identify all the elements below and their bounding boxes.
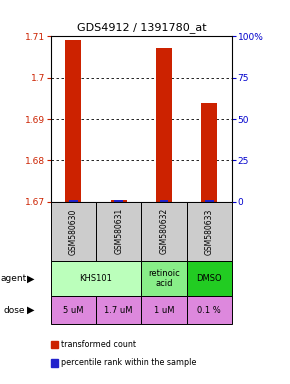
Text: 0.1 %: 0.1 % bbox=[197, 306, 221, 314]
Bar bbox=[51, 341, 58, 348]
Text: DMSO: DMSO bbox=[197, 274, 222, 283]
Bar bbox=[66, 40, 81, 202]
Text: dose: dose bbox=[3, 306, 25, 314]
Text: KHS101: KHS101 bbox=[80, 274, 113, 283]
Bar bbox=[142, 261, 187, 296]
Bar bbox=[114, 200, 123, 202]
Bar bbox=[142, 202, 187, 261]
Bar bbox=[51, 296, 96, 324]
Bar bbox=[142, 296, 187, 324]
Bar bbox=[51, 359, 58, 366]
Bar bbox=[187, 202, 232, 261]
Bar bbox=[187, 296, 232, 324]
Text: 1 uM: 1 uM bbox=[154, 306, 174, 314]
Text: GSM580633: GSM580633 bbox=[205, 208, 214, 255]
Text: agent: agent bbox=[1, 274, 27, 283]
Bar bbox=[187, 261, 232, 296]
Bar bbox=[205, 200, 214, 202]
Text: transformed count: transformed count bbox=[61, 340, 136, 349]
Bar bbox=[156, 48, 172, 202]
Bar bbox=[160, 200, 168, 202]
Text: 5 uM: 5 uM bbox=[63, 306, 84, 314]
Text: ▶: ▶ bbox=[27, 273, 34, 283]
Bar bbox=[202, 103, 217, 202]
Bar bbox=[69, 200, 78, 202]
Text: retinoic
acid: retinoic acid bbox=[148, 269, 180, 288]
Bar bbox=[96, 202, 142, 261]
Text: GSM580630: GSM580630 bbox=[69, 208, 78, 255]
Text: percentile rank within the sample: percentile rank within the sample bbox=[61, 358, 196, 367]
Text: GSM580632: GSM580632 bbox=[160, 208, 168, 255]
Text: ▶: ▶ bbox=[27, 305, 34, 315]
Text: GSM580631: GSM580631 bbox=[114, 208, 123, 255]
Bar bbox=[51, 261, 142, 296]
Bar bbox=[96, 296, 142, 324]
Text: GDS4912 / 1391780_at: GDS4912 / 1391780_at bbox=[77, 22, 207, 33]
Text: 1.7 uM: 1.7 uM bbox=[104, 306, 133, 314]
Bar bbox=[111, 200, 127, 202]
Bar bbox=[51, 202, 96, 261]
